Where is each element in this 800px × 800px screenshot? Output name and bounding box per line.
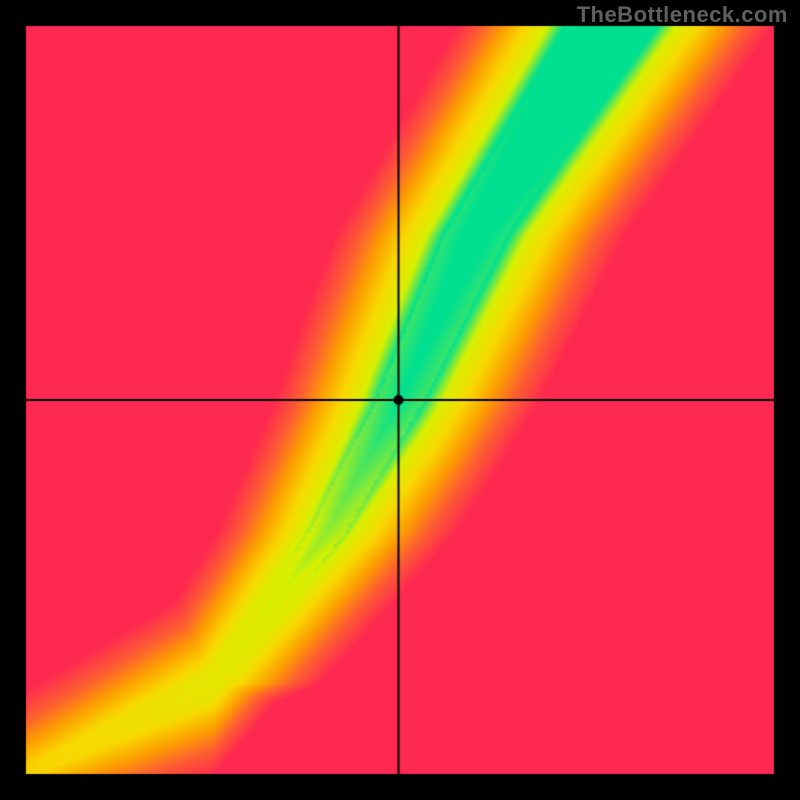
bottleneck-heatmap (0, 0, 800, 800)
chart-container: TheBottleneck.com (0, 0, 800, 800)
watermark-text: TheBottleneck.com (577, 2, 788, 28)
